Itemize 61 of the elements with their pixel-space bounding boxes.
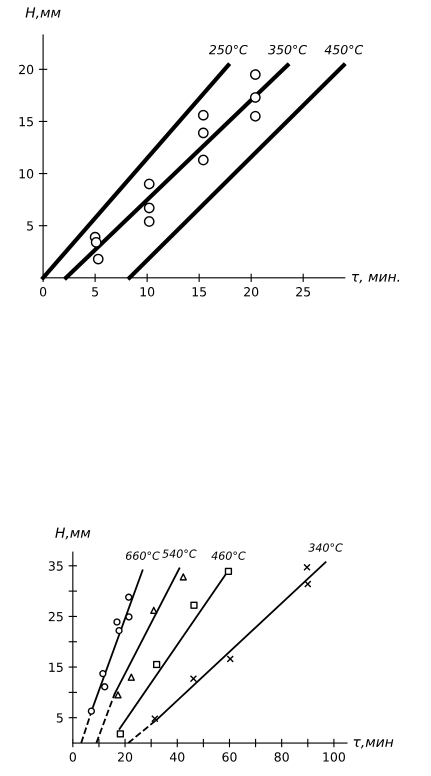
x-tick-label: 5 (92, 287, 98, 297)
x-tick-label: 40 (170, 752, 184, 762)
series-label: 460°C (211, 551, 246, 560)
point (180, 573, 187, 581)
point (226, 655, 234, 663)
point (198, 110, 209, 121)
x-tick-label: 10 (140, 287, 154, 297)
y-tick-label: 10 (20, 169, 34, 178)
point (198, 154, 209, 166)
series-label: 660°C (126, 551, 160, 560)
x-tick-label: 100 (323, 752, 345, 762)
y-axis-title: H,мм (26, 7, 60, 20)
point (198, 128, 209, 138)
series-label: 340°C (308, 543, 343, 552)
y-tick-label: 5 (27, 221, 33, 231)
point (88, 707, 96, 715)
y-tick-label: 5 (56, 713, 63, 723)
point (113, 618, 121, 626)
x-tick-label: 0 (70, 752, 76, 762)
point (115, 626, 123, 634)
series-label: 450°C (324, 44, 364, 54)
point (250, 110, 261, 122)
point (99, 670, 107, 678)
x-axis-title: τ,мин (354, 739, 394, 748)
point (224, 568, 232, 576)
point (150, 606, 158, 614)
point (250, 92, 261, 103)
point (144, 216, 155, 227)
x-tick-label: 25 (296, 287, 310, 297)
point (144, 178, 155, 190)
series-label: 250°C (208, 44, 248, 54)
y-tick-label: 15 (20, 117, 33, 126)
point (125, 594, 132, 601)
x-tick-label: 20 (244, 287, 258, 297)
point (125, 613, 133, 621)
point (101, 683, 108, 690)
point (92, 254, 104, 264)
point (114, 691, 122, 699)
x-tick-label: 0 (40, 287, 46, 297)
point (128, 674, 135, 681)
point (190, 602, 198, 609)
series-label: 350°C (268, 44, 307, 54)
point (250, 69, 261, 80)
point (304, 580, 312, 588)
y-tick-label: 20 (19, 64, 34, 74)
x-axis-title: τ, мин. (352, 274, 400, 284)
point (144, 202, 155, 214)
point (190, 675, 198, 682)
x-tick-label: 60 (222, 752, 237, 762)
y-tick-label: 15 (49, 662, 63, 672)
y-tick-label: 25 (48, 612, 63, 622)
x-tick-label: 80 (274, 752, 289, 762)
point (116, 730, 124, 738)
point (153, 660, 160, 668)
point (90, 237, 102, 248)
y-axis-title: H,мм (55, 528, 90, 540)
x-tick-label: 20 (118, 752, 132, 762)
y-tick-label: 35 (48, 561, 63, 571)
series-label: 540°C (162, 549, 197, 558)
point (303, 564, 311, 571)
x-tick-label: 15 (192, 287, 206, 297)
